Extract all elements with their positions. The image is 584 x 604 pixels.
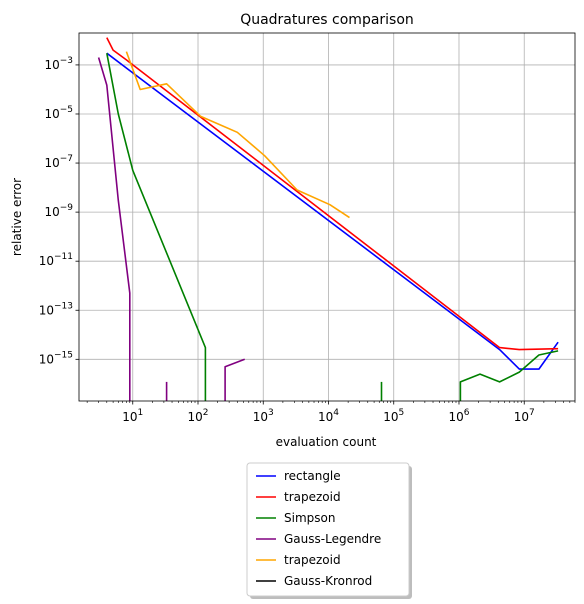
x-tick-base: 10 xyxy=(187,410,202,424)
y-tick-label: 10−5 xyxy=(44,105,73,121)
series-line xyxy=(225,359,245,401)
series-rectangle xyxy=(107,53,558,369)
x-tick-base: 10 xyxy=(383,410,398,424)
x-tick-base: 10 xyxy=(448,410,463,424)
y-tick-label: 10−3 xyxy=(44,56,73,72)
legend-label: Simpson xyxy=(284,511,335,525)
x-tick-label: 105 xyxy=(383,408,404,424)
series-line xyxy=(126,52,349,218)
y-tick-base: 10 xyxy=(44,58,59,72)
x-tick-label: 107 xyxy=(514,408,535,424)
y-tick-base: 10 xyxy=(39,352,54,366)
y-tick-base: 10 xyxy=(44,156,59,170)
y-tick-base: 10 xyxy=(39,254,54,268)
x-tick-exponent: 4 xyxy=(333,408,339,418)
legend-label: trapezoid xyxy=(284,490,341,504)
chart-title: Quadratures comparison xyxy=(240,12,414,28)
x-tick-exponent: 5 xyxy=(399,408,405,418)
series-gauss-legendre xyxy=(99,58,245,402)
x-tick-label: 102 xyxy=(187,408,208,424)
x-tick-exponent: 7 xyxy=(529,408,535,418)
x-tick-exponent: 3 xyxy=(268,408,274,418)
x-tick-base: 10 xyxy=(514,410,529,424)
x-tick-exponent: 6 xyxy=(464,408,470,418)
series-simpson xyxy=(107,53,558,401)
series-line xyxy=(99,58,130,402)
series-trapezoid xyxy=(126,52,349,218)
x-tick-label: 103 xyxy=(253,408,274,424)
y-tick-label: 10−9 xyxy=(44,203,73,219)
series-line xyxy=(107,53,558,369)
y-tick-exponent: −11 xyxy=(54,252,73,262)
y-tick-label: 10−7 xyxy=(44,154,73,170)
y-tick-label: 10−13 xyxy=(39,301,73,317)
axis-ticks: 101 102 103 104 105 106 10710−310−510−710−910−… xyxy=(39,56,575,424)
x-tick-base: 10 xyxy=(253,410,268,424)
y-tick-base: 10 xyxy=(44,205,59,219)
x-tick-exponent: 1 xyxy=(138,408,144,418)
legend-label: Gauss-Legendre xyxy=(284,532,381,546)
y-tick-exponent: −3 xyxy=(60,56,73,66)
y-tick-label: 10−15 xyxy=(39,350,73,366)
y-tick-base: 10 xyxy=(39,303,54,317)
series-line xyxy=(107,38,558,350)
legend-label: rectangle xyxy=(284,469,341,483)
y-tick-label: 10−11 xyxy=(39,252,73,268)
y-tick-exponent: −7 xyxy=(60,154,73,164)
legend-label: Gauss-Kronrod xyxy=(284,574,372,588)
x-tick-label: 106 xyxy=(448,408,469,424)
x-tick-label: 104 xyxy=(318,408,339,424)
y-tick-exponent: −9 xyxy=(60,203,74,213)
y-tick-exponent: −13 xyxy=(54,301,73,311)
x-tick-base: 10 xyxy=(318,410,333,424)
y-tick-exponent: −15 xyxy=(54,350,73,360)
x-axis-label: evaluation count xyxy=(276,435,377,449)
x-tick-exponent: 2 xyxy=(203,408,209,418)
y-tick-base: 10 xyxy=(44,107,59,121)
y-axis-label: relative error xyxy=(10,178,24,256)
x-tick-label: 101 xyxy=(122,408,143,424)
y-tick-exponent: −5 xyxy=(60,105,73,115)
series-trapezoid xyxy=(107,38,558,350)
legend: rectangle trapezoid Simpson Gauss-Legendre t… xyxy=(247,463,412,599)
x-tick-base: 10 xyxy=(122,410,137,424)
legend-label: trapezoid xyxy=(284,553,341,567)
